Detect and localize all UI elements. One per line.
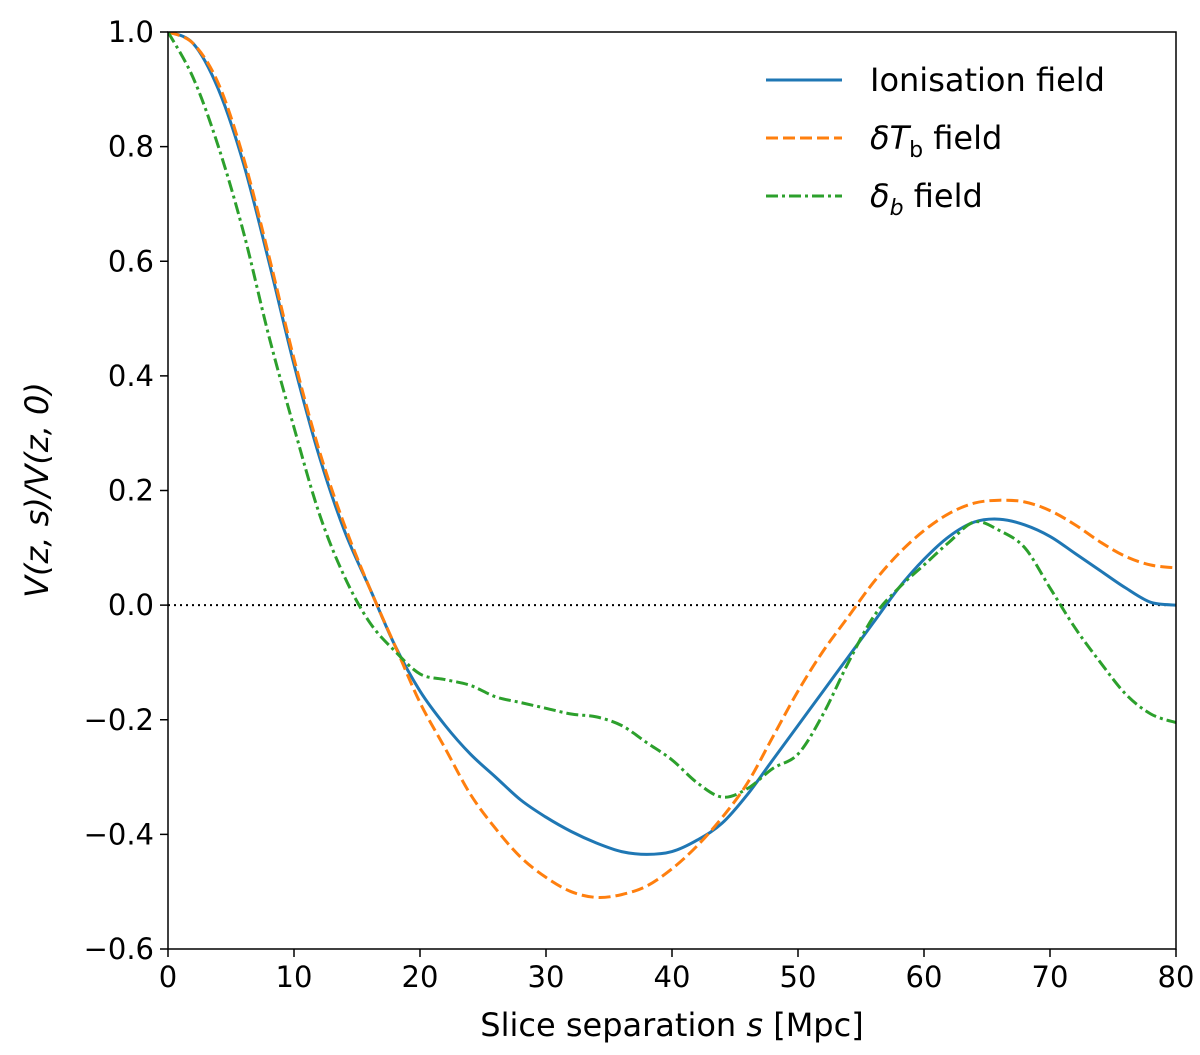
x-tick-label: 10 bbox=[276, 960, 313, 994]
legend-db-subscript: b bbox=[890, 196, 904, 221]
legend-dtb-suffix: field bbox=[923, 119, 1002, 157]
y-axis-ticks: −0.6 −0.4 −0.2 0.0 0.2 0.4 0.6 0.8 1.0 bbox=[84, 15, 168, 966]
series-line-2 bbox=[168, 32, 1176, 799]
legend-db-symbol: δ bbox=[870, 177, 890, 215]
legend-dtb-subscript: b bbox=[909, 138, 923, 163]
legend-db-suffix: field bbox=[904, 177, 983, 215]
y-tick-label: 0.8 bbox=[108, 130, 154, 164]
x-tick-label: 60 bbox=[906, 960, 943, 994]
plot-frame bbox=[167, 31, 1177, 950]
x-tick-label: 0 bbox=[159, 960, 177, 994]
plot-area bbox=[168, 32, 1176, 900]
axes-frame bbox=[167, 31, 1177, 950]
legend-dtb-symbol: δT bbox=[870, 119, 912, 157]
x-axis-label-prefix: Slice separation bbox=[480, 1006, 746, 1044]
legend-label-db: δb field bbox=[870, 177, 983, 221]
x-axis-ticks: 0 10 20 30 40 50 60 70 80 bbox=[159, 949, 1195, 994]
legend-label-dtb: δTb field bbox=[870, 119, 1002, 163]
x-tick-label: 80 bbox=[1158, 960, 1195, 994]
x-axis-label: Slice separation s [Mpc] bbox=[480, 1006, 863, 1044]
y-tick-label: 0.6 bbox=[108, 244, 154, 278]
legend: Ionisation field δTb field δb field bbox=[766, 61, 1105, 221]
legend-label-ionisation: Ionisation field bbox=[870, 61, 1105, 99]
y-tick-label: −0.6 bbox=[84, 932, 154, 966]
y-tick-label: −0.2 bbox=[84, 703, 154, 737]
x-axis-label-unit: [Mpc] bbox=[763, 1006, 864, 1044]
y-tick-label: 0.4 bbox=[108, 359, 154, 393]
series-line-1 bbox=[168, 32, 1176, 900]
series-line-0 bbox=[168, 32, 1176, 856]
y-tick-label: 0.2 bbox=[108, 474, 154, 508]
x-tick-label: 20 bbox=[402, 960, 439, 994]
x-tick-label: 30 bbox=[528, 960, 565, 994]
x-axis-label-variable: s bbox=[746, 1006, 763, 1044]
y-tick-label: −0.4 bbox=[84, 817, 154, 851]
y-axis-label: V(z, s)/V(z, 0) bbox=[18, 382, 56, 598]
y-tick-label: 1.0 bbox=[108, 15, 154, 49]
x-tick-label: 70 bbox=[1032, 960, 1069, 994]
x-tick-label: 40 bbox=[654, 960, 691, 994]
y-tick-label: 0.0 bbox=[108, 588, 154, 622]
x-tick-label: 50 bbox=[780, 960, 817, 994]
